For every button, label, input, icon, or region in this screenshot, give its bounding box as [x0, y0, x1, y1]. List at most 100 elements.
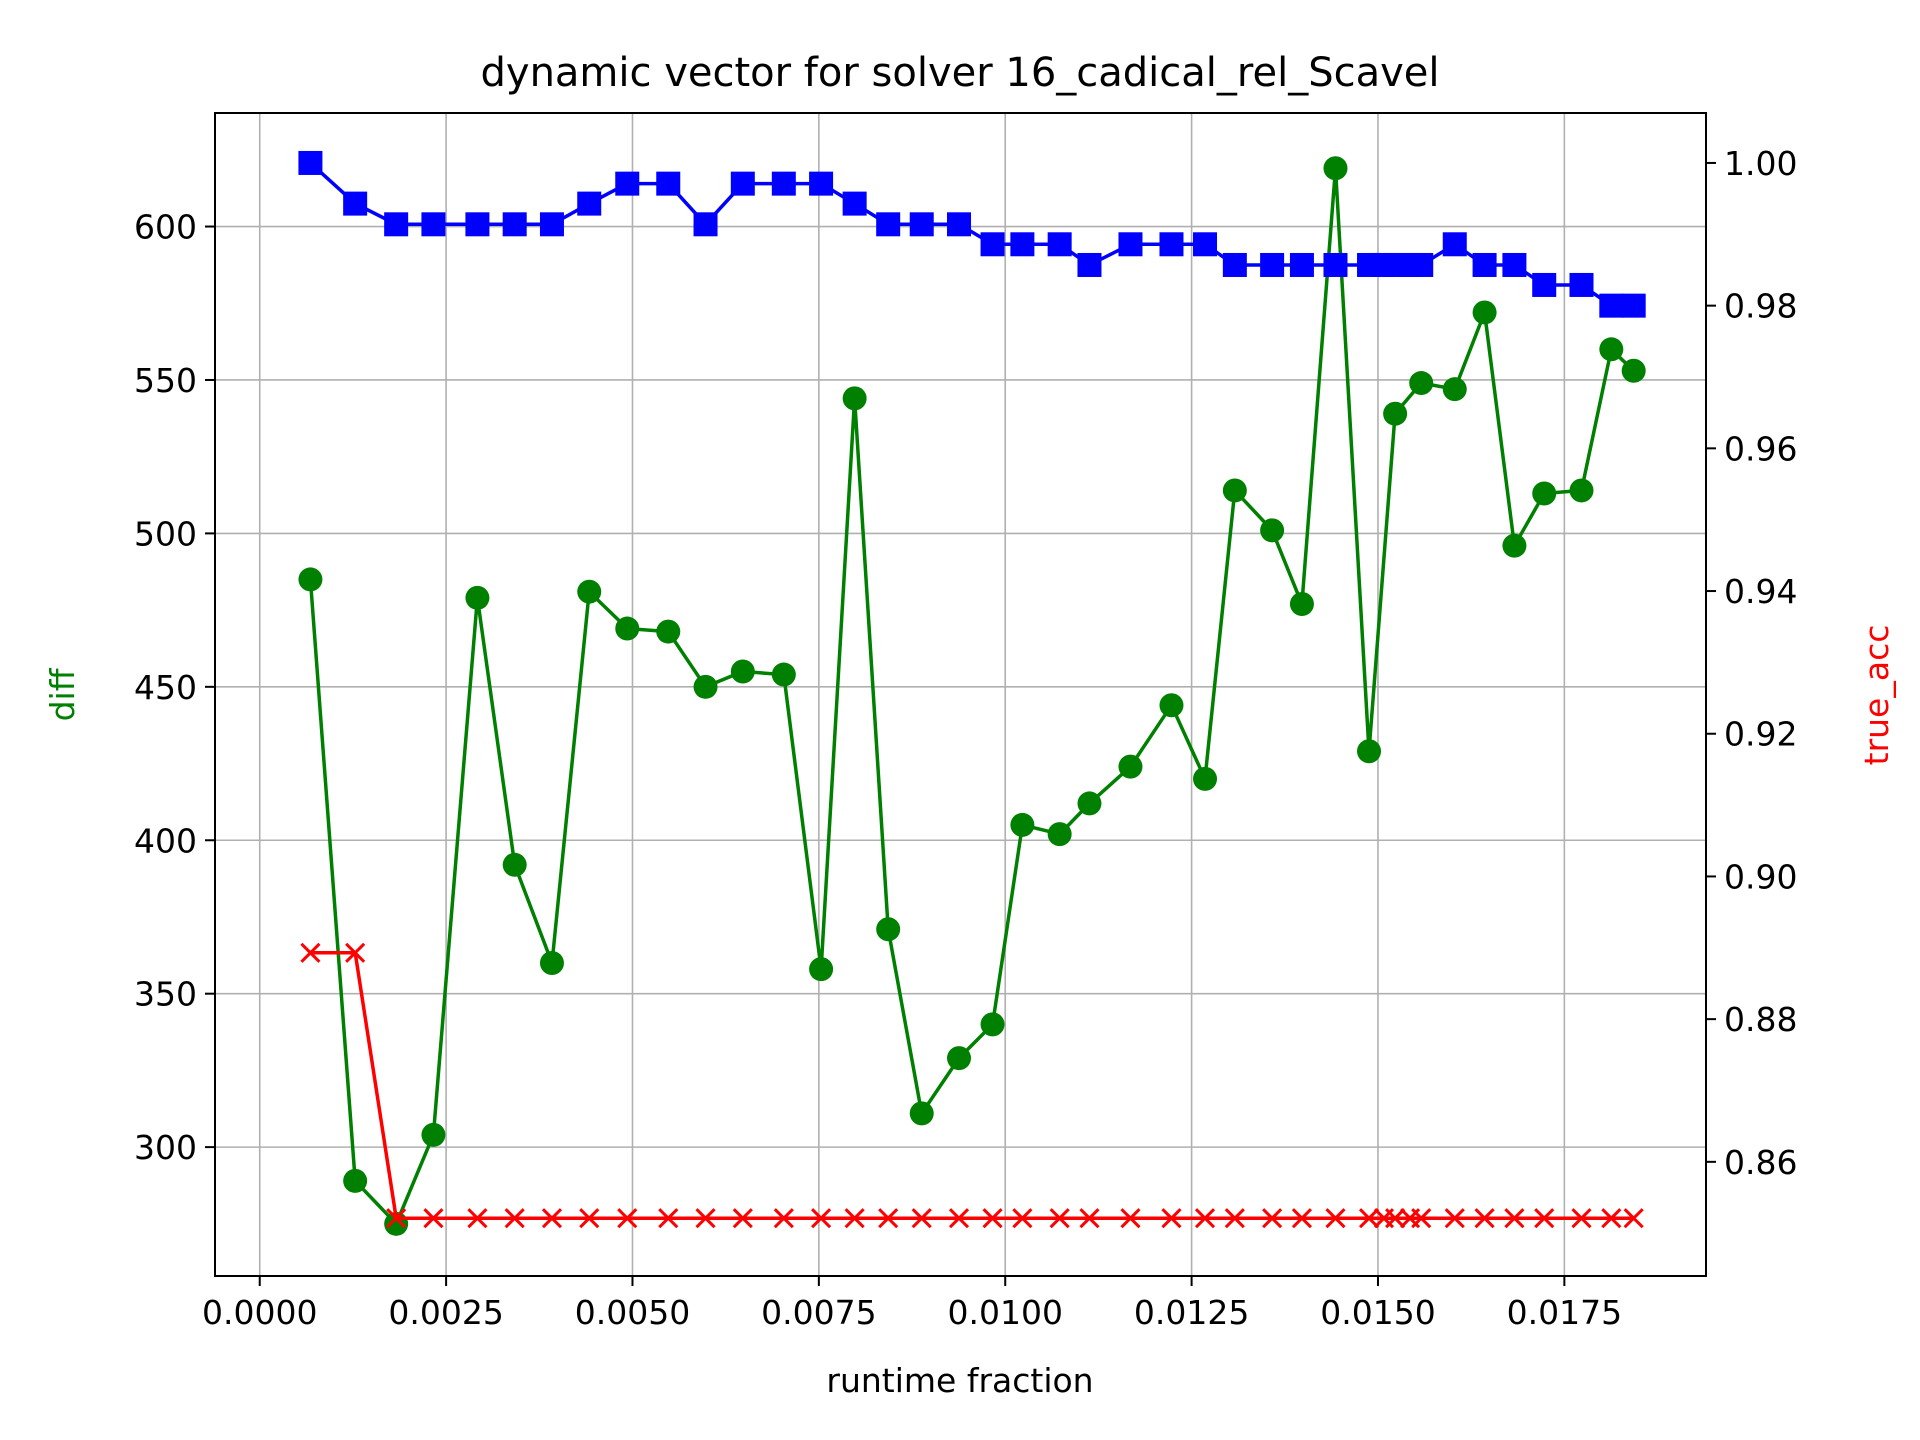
y-left-tick-label: 350 [134, 975, 197, 1014]
y-axis-title-right: true_acc [1857, 625, 1896, 766]
data-point [343, 1168, 368, 1193]
data-point [876, 212, 901, 237]
y-left-tick-label: 550 [134, 361, 197, 400]
x-tick-label: 0.0075 [761, 1293, 876, 1332]
data-point [1502, 252, 1527, 277]
data-point [1159, 693, 1184, 718]
x-tick-label: 0.0100 [947, 1293, 1062, 1332]
data-point [1047, 822, 1072, 847]
data-point [980, 1012, 1005, 1037]
data-point [878, 1208, 899, 1229]
data-point [539, 951, 564, 976]
data-point [1504, 1208, 1525, 1229]
series-layer [298, 150, 1646, 1236]
data-point [876, 917, 901, 942]
data-point [343, 191, 368, 216]
data-point [577, 579, 602, 604]
data-point [465, 585, 490, 610]
data-point [1010, 812, 1035, 837]
data-point [502, 852, 527, 877]
data-point [300, 942, 321, 963]
y-right-tick-label: 1.00 [1724, 144, 1797, 183]
data-point [617, 1208, 638, 1229]
data-point [1118, 754, 1143, 779]
data-point [1599, 337, 1624, 362]
data-point [386, 1208, 407, 1229]
data-point [842, 191, 867, 216]
data-point [1159, 232, 1184, 257]
y-left-tick-label: 400 [134, 821, 197, 860]
data-point [980, 232, 1005, 257]
y-right-tick-label: 0.90 [1724, 857, 1797, 896]
data-point [1472, 252, 1497, 277]
data-point [1357, 739, 1382, 764]
x-axis-title: runtime fraction [826, 1361, 1093, 1400]
data-point [1569, 478, 1594, 503]
data-point [384, 212, 409, 237]
y-right-tick-label: 0.96 [1724, 429, 1797, 468]
data-point [1289, 252, 1314, 277]
data-point [579, 1208, 600, 1229]
data-point [1012, 1208, 1033, 1229]
data-point [656, 619, 681, 644]
ticks: 0.0000 0.0025 0.0050 0.0075 0.0100 0.0125 0.01… [134, 144, 1797, 1332]
data-point [1442, 232, 1467, 257]
data-point [771, 662, 796, 687]
data-point [1120, 1208, 1141, 1229]
data-point [615, 616, 640, 641]
x-tick-label: 0.0125 [1134, 1293, 1249, 1332]
data-point [1193, 766, 1218, 791]
data-point [695, 1208, 716, 1229]
data-point [1383, 401, 1408, 426]
data-point [693, 674, 718, 699]
data-point [1534, 1208, 1555, 1229]
data-point [1411, 1208, 1432, 1229]
data-point [1010, 232, 1035, 257]
data-point [1385, 1208, 1406, 1229]
x-tick-label: 0.0000 [202, 1293, 317, 1332]
y-left-tick-label: 600 [134, 208, 197, 247]
data-point [421, 212, 446, 237]
data-point [541, 1208, 563, 1229]
data-point [298, 567, 323, 592]
data-point [909, 212, 934, 237]
data-point [1472, 300, 1497, 325]
data-point [1077, 252, 1102, 277]
data-point [658, 1208, 679, 1229]
data-point [1291, 1208, 1313, 1229]
x-tick-label: 0.0025 [388, 1293, 503, 1332]
data-point [1222, 252, 1247, 277]
data-point [656, 171, 681, 196]
data-point [730, 659, 755, 684]
data-point [1409, 252, 1434, 277]
data-point [1047, 232, 1072, 257]
data-point [982, 1208, 1003, 1229]
y-right-tick-label: 0.94 [1724, 572, 1797, 611]
data-point [732, 1208, 753, 1229]
data-point [1260, 518, 1285, 543]
series-1 [298, 150, 1646, 318]
y-left-tick-label: 450 [134, 668, 197, 707]
data-point [809, 171, 834, 196]
x-tick-label: 0.0050 [575, 1293, 690, 1332]
data-point [1358, 1208, 1380, 1229]
data-point [1260, 252, 1285, 277]
data-point [1079, 1208, 1100, 1229]
series-0 [298, 156, 1646, 1236]
data-point [1502, 533, 1527, 558]
data-point [1077, 791, 1102, 816]
y-axis-title-left: diff [43, 667, 82, 721]
data-point [504, 1208, 525, 1229]
chart-title: dynamic vector for solver 16_cadical_rel… [481, 50, 1440, 96]
data-point [1623, 1208, 1644, 1229]
y-right-tick-label: 0.92 [1724, 715, 1797, 754]
data-point [842, 386, 867, 411]
y-left-tick-label: 300 [134, 1128, 197, 1167]
data-point [771, 171, 796, 196]
data-point [1474, 1208, 1495, 1229]
data-point [1323, 156, 1348, 181]
x-tick-label: 0.0175 [1507, 1293, 1622, 1332]
data-point [1289, 591, 1314, 616]
data-point [465, 212, 490, 237]
data-point [298, 150, 323, 175]
